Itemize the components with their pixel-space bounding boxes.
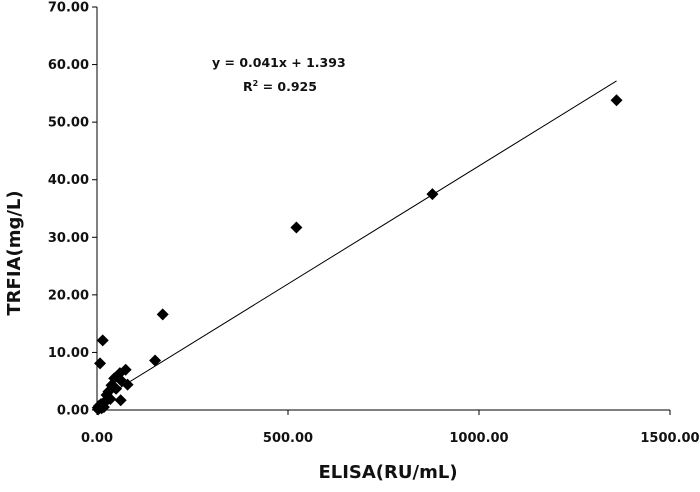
data-point bbox=[94, 357, 107, 370]
data-point bbox=[96, 334, 109, 347]
y-tick-label: 20.00 bbox=[48, 288, 89, 303]
data-point bbox=[149, 354, 162, 367]
data-point bbox=[92, 403, 105, 416]
r-squared-label: R2 = 0.925 bbox=[243, 79, 317, 94]
x-tick-label: 0.00 bbox=[81, 431, 113, 446]
y-tick-label: 40.00 bbox=[48, 173, 89, 188]
data-point bbox=[114, 394, 127, 407]
data-point bbox=[610, 94, 623, 107]
y-tick-label: 10.00 bbox=[48, 346, 89, 361]
y-tick-label: 70.00 bbox=[48, 1, 89, 16]
data-point bbox=[290, 221, 303, 234]
plot-area: 0.00 10.00 20.00 30.00 40.00 50.00 60.00 70.00 0… bbox=[48, 1, 700, 447]
trendline bbox=[96, 80, 617, 403]
data-point bbox=[156, 308, 169, 321]
y-axis-title: TRFIA(mg/L) bbox=[4, 190, 25, 315]
x-tick-label: 500.00 bbox=[263, 431, 313, 446]
trendline-equation: y = 0.041x + 1.393 bbox=[212, 55, 346, 70]
data-point bbox=[121, 378, 134, 391]
y-tick-label: 0.00 bbox=[57, 404, 89, 419]
y-tick-label: 50.00 bbox=[48, 116, 89, 131]
x-tick-label: 1500.00 bbox=[640, 431, 699, 446]
x-axis-title: ELISA(RU/mL) bbox=[318, 462, 457, 483]
x-tick-label: 1000.00 bbox=[449, 431, 508, 446]
data-point bbox=[426, 188, 439, 201]
y-tick-label: 30.00 bbox=[48, 231, 89, 246]
y-tick-label: 60.00 bbox=[48, 58, 89, 73]
